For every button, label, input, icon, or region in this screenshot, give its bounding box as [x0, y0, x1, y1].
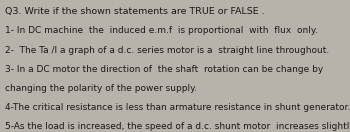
Text: 3- In a DC motor the direction of  the shaft  rotation can be change by: 3- In a DC motor the direction of the sh…	[5, 65, 323, 74]
Text: 2-  The Ta /l a graph of a d.c. series motor is a  straight line throughout.: 2- The Ta /l a graph of a d.c. series mo…	[5, 46, 329, 55]
Text: changing the polarity of the power supply.: changing the polarity of the power suppl…	[5, 84, 197, 93]
Text: 1- In DC machine  the  induced e.m.f  is proportional  with  flux  only.: 1- In DC machine the induced e.m.f is pr…	[5, 26, 318, 35]
Text: 4-The critical resistance is less than armature resistance in shunt generator.: 4-The critical resistance is less than a…	[5, 103, 350, 112]
Text: 5-As the load is increased, the speed of a d.c. shunt motor  increases slightly.: 5-As the load is increased, the speed of…	[5, 122, 350, 131]
Text: Q3. Write if the shown statements are TRUE or FALSE .: Q3. Write if the shown statements are TR…	[5, 7, 265, 16]
